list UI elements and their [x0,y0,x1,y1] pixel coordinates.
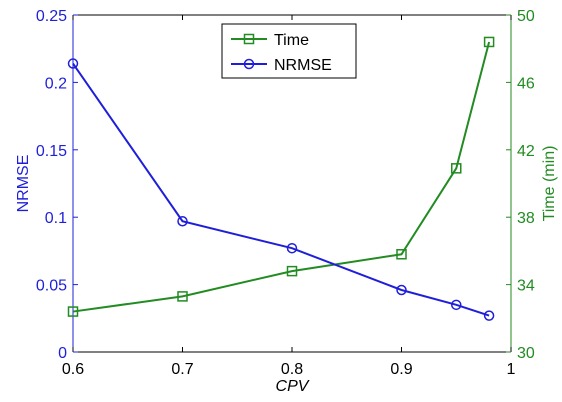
series-nrmse [67,58,495,321]
data-point [483,36,495,48]
x-tick-label: 1 [507,361,516,378]
data-point [396,249,407,260]
data-point [67,306,79,317]
data-point [451,299,462,311]
legend-label: Time [274,32,309,49]
x-tick-label: 0.7 [171,361,193,378]
right-y-axis-title: Time (min) [541,146,558,222]
right-y-tick-label: 30 [517,345,535,362]
x-axis-ticks: 0.6 0.7 0.8 0.9 1 [62,15,516,378]
series-layer [67,36,495,321]
left-y-axis-title: NRMSE [15,155,32,213]
data-point [286,242,298,254]
left-y-tick-label: 0.2 [45,75,67,92]
legend-entry: Time [231,32,309,49]
right-y-tick-label: 38 [517,210,535,227]
x-tick-label: 0.8 [281,361,303,378]
series-time [67,36,495,317]
right-y-tick-label: 50 [517,8,535,25]
x-axis-title: CPV [276,378,310,395]
left-y-tick-label: 0.15 [36,143,67,160]
data-point [67,58,79,69]
data-point [451,163,462,174]
data-point [396,284,407,296]
x-tick-label: 0.9 [390,361,412,378]
right-y-tick-label: 42 [517,143,535,160]
left-y-tick-label: 0.05 [36,278,67,295]
legend-box [221,23,357,79]
legend: Time NRMSE [221,23,357,79]
right-y-axis-ticks: 30 34 38 42 46 50 [506,8,535,362]
left-y-axis-ticks: 0 0.05 0.1 0.15 0.2 0.25 [36,8,78,362]
data-point [483,310,495,321]
left-y-tick-label: 0 [58,345,67,362]
left-y-tick-label: 0.25 [36,8,67,25]
x-tick-label: 0.6 [62,361,84,378]
series-line [72,62,490,317]
right-y-tick-label: 34 [517,278,535,295]
legend-marker [243,58,255,70]
series-line [72,41,491,313]
left-y-tick-label: 0.1 [45,210,67,227]
legend-marker [243,33,255,45]
legend-label: NRMSE [274,57,332,74]
right-y-tick-label: 46 [517,75,535,92]
data-point [177,215,188,227]
data-point [286,265,298,277]
data-point [177,291,188,302]
legend-entry: NRMSE [231,57,332,74]
